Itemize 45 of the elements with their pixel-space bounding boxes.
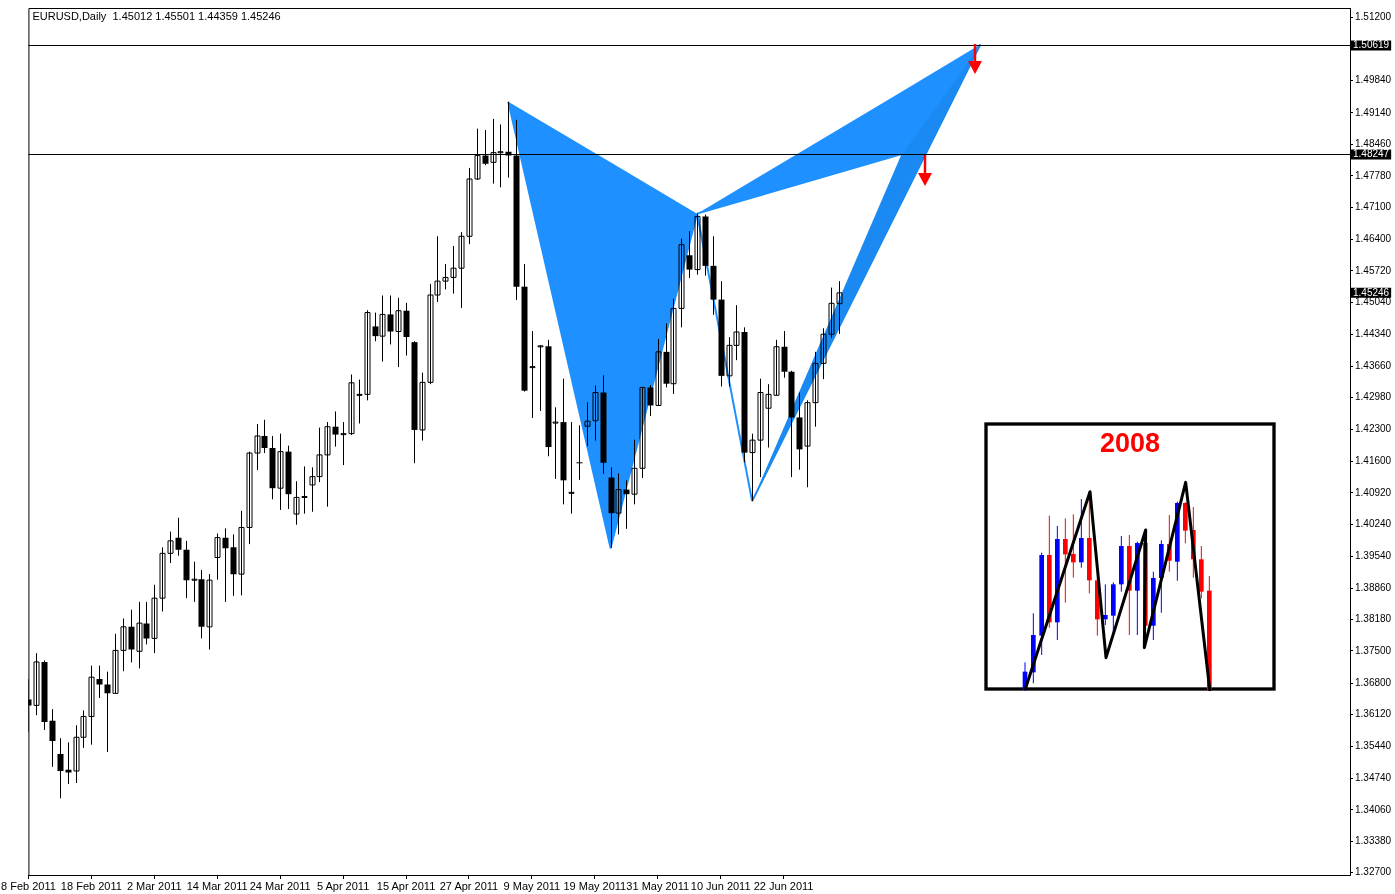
- y-tick-label: 1.43660: [1355, 359, 1392, 371]
- x-tick-label: 31 May 2011: [626, 879, 690, 892]
- y-tick-label: 1.42980: [1355, 391, 1392, 403]
- y-tick-label: 1.45040: [1355, 296, 1392, 308]
- x-tick-label: 2 Mar 2011: [126, 879, 182, 892]
- ref-line-label: 1.48247: [1353, 148, 1390, 160]
- x-tick-label: 18 Feb 2011: [60, 879, 122, 892]
- x-tick-label: 27 Apr 2011: [439, 879, 499, 892]
- x-tick-label: 9 May 2011: [503, 879, 561, 892]
- y-tick-label: 1.46400: [1355, 233, 1392, 245]
- x-tick-label: 24 Mar 2011: [249, 879, 311, 892]
- y-tick-label: 1.45720: [1355, 264, 1392, 276]
- y-tick-label: 1.51200: [1355, 11, 1392, 23]
- y-tick-label: 1.38860: [1355, 581, 1392, 593]
- y-tick-label: 1.48460: [1355, 138, 1392, 150]
- text: 1.45246: [1353, 286, 1390, 298]
- x-tick-label: 8 Feb 2011: [1, 879, 56, 892]
- y-tick-label: 1.34740: [1355, 772, 1392, 784]
- y-tick-label: 1.47780: [1355, 169, 1392, 181]
- x-tick-label: 19 May 2011: [563, 879, 627, 892]
- y-tick-label: 1.33380: [1355, 835, 1392, 847]
- y-tick-label: 1.49140: [1355, 106, 1392, 118]
- y-tick-label: 1.38180: [1355, 613, 1392, 625]
- ref-line-label: 1.50619: [1353, 39, 1390, 51]
- y-tick-label: 1.35440: [1355, 739, 1392, 751]
- y-tick-label: 1.39540: [1355, 550, 1392, 562]
- y-tick-label: 1.41600: [1355, 455, 1392, 467]
- chart-title: EURUSD,Daily 1.45012 1.45501 1.44359 1.45246: [32, 10, 281, 23]
- y-tick-label: 1.34060: [1355, 803, 1392, 815]
- y-tick-label: 1.42300: [1355, 422, 1392, 434]
- x-tick-label: 22 Jun 2011: [753, 879, 814, 892]
- y-tick-label: 1.37500: [1355, 644, 1392, 656]
- x-tick-label: 10 Jun 2011: [690, 879, 751, 892]
- y-tick-label: 1.44340: [1355, 328, 1392, 340]
- y-tick-label: 1.40240: [1355, 517, 1392, 529]
- x-tick-label: 14 Mar 2011: [186, 879, 248, 892]
- y-tick-label: 1.47100: [1355, 200, 1392, 212]
- x-tick-label: 15 Apr 2011: [376, 879, 436, 892]
- y-tick-label: 1.36800: [1355, 676, 1392, 688]
- y-tick-label: 1.40920: [1355, 486, 1392, 498]
- y-tick-label: 1.36120: [1355, 708, 1392, 720]
- x-tick-label: 5 Apr 2011: [316, 879, 370, 892]
- y-tick-label: 1.32700: [1355, 866, 1392, 878]
- annotation: 2008: [1098, 428, 1162, 459]
- y-tick-label: 1.49840: [1355, 74, 1392, 86]
